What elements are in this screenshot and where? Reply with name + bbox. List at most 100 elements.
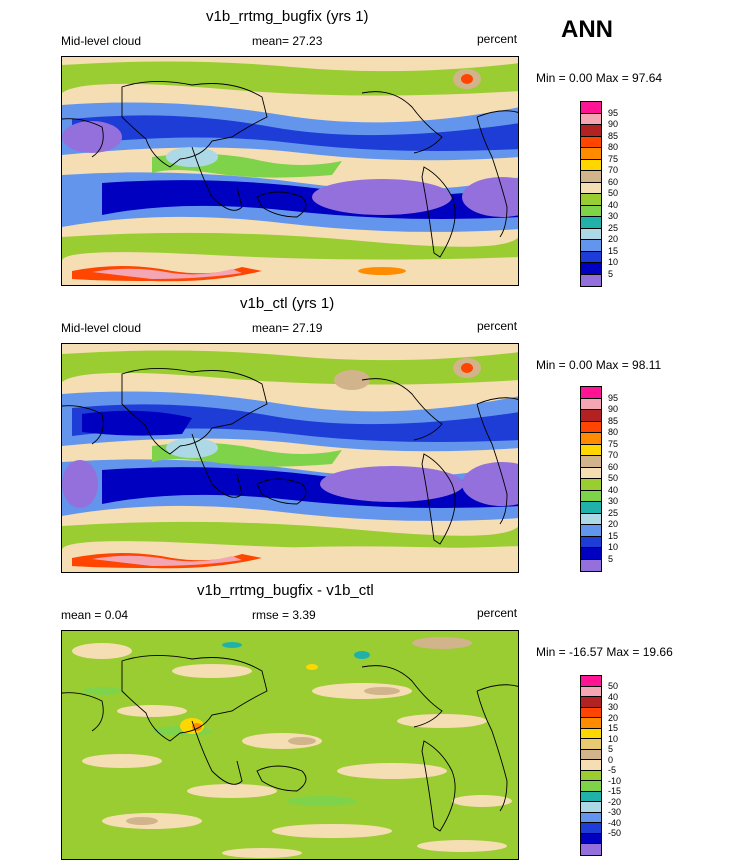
colorbar-swatch xyxy=(581,802,601,813)
colorbar-swatch xyxy=(581,760,601,771)
panel-title: v1b_ctl (yrs 1) xyxy=(240,295,335,312)
colorbar-swatch xyxy=(581,823,601,834)
variable-label: Mid-level cloud xyxy=(61,321,142,335)
panel-title: v1b_rrtmg_bugfix (yrs 1) xyxy=(206,8,369,25)
colorbar-level: -40 xyxy=(608,817,622,828)
colorbar xyxy=(580,675,602,856)
colorbar-level: -30 xyxy=(608,807,622,817)
colorbar-level: 10 xyxy=(608,542,619,552)
colorbar-swatch xyxy=(581,548,601,560)
colorbar-swatch xyxy=(581,707,601,718)
colorbar-level: 40 xyxy=(608,484,619,495)
min-max-label: Min = -16.57 Max = 19.66 xyxy=(536,645,673,659)
contour-field xyxy=(62,57,518,285)
colorbar-level: 25 xyxy=(608,222,619,233)
colorbar-level: 80 xyxy=(608,427,619,437)
colorbar-level: 5 xyxy=(608,553,614,564)
colorbar-swatch xyxy=(581,525,601,537)
colorbar-level: 30 xyxy=(608,702,619,712)
map-plot xyxy=(61,56,519,286)
colorbar-swatch xyxy=(581,398,601,410)
colorbar-level: 80 xyxy=(608,142,619,152)
colorbar-level: 0 xyxy=(608,754,614,765)
contour-field xyxy=(62,631,518,859)
colorbar-level: 75 xyxy=(608,153,619,164)
colorbar-level: 70 xyxy=(608,450,619,460)
colorbar-swatch xyxy=(581,781,601,792)
colorbar-level: 40 xyxy=(608,199,619,210)
colorbar-swatch xyxy=(581,263,601,275)
colorbar-level: 95 xyxy=(608,392,619,403)
colorbar-swatch xyxy=(581,171,601,183)
map-plot xyxy=(61,343,519,573)
colorbar-swatch xyxy=(581,410,601,422)
colorbar-level: 10 xyxy=(608,733,619,744)
colorbar xyxy=(580,101,602,287)
colorbar-level: 90 xyxy=(608,119,619,129)
contour-field xyxy=(62,344,518,572)
panel-title: v1b_rrtmg_bugfix - v1b_ctl xyxy=(197,582,374,599)
colorbar-swatch xyxy=(581,125,601,137)
colorbar-level: 10 xyxy=(608,257,619,267)
colorbar-level: 25 xyxy=(608,507,619,518)
mean-label: mean= 27.19 xyxy=(252,321,323,335)
colorbar-swatch xyxy=(581,770,601,781)
variable-label: Mid-level cloud xyxy=(61,34,142,48)
colorbar-swatch xyxy=(581,559,601,571)
colorbar-swatch xyxy=(581,251,601,263)
colorbar-swatch xyxy=(581,159,601,171)
colorbar-swatch xyxy=(581,148,601,160)
colorbar-swatch xyxy=(581,686,601,697)
colorbar-swatch xyxy=(581,136,601,148)
colorbar-swatch xyxy=(581,812,601,823)
colorbar-swatch xyxy=(581,844,601,855)
mean-label: mean= 27.23 xyxy=(252,34,323,48)
colorbar-swatch xyxy=(581,421,601,433)
colorbar-level: 20 xyxy=(608,234,619,244)
colorbar-swatch xyxy=(581,513,601,525)
colorbar-level: 70 xyxy=(608,165,619,175)
units-label: percent xyxy=(477,606,518,620)
colorbar-swatch xyxy=(581,102,601,114)
colorbar xyxy=(580,386,602,572)
colorbar-level: 15 xyxy=(608,245,619,256)
colorbar-level: 15 xyxy=(608,723,619,733)
colorbar-level: 30 xyxy=(608,211,619,221)
colorbar-swatch xyxy=(581,217,601,229)
colorbar-level: 5 xyxy=(608,744,614,754)
colorbar-swatch xyxy=(581,433,601,445)
colorbar-level: 50 xyxy=(608,188,619,198)
colorbar-swatch xyxy=(581,444,601,456)
colorbar-level: 85 xyxy=(608,130,619,141)
colorbar-level: 85 xyxy=(608,415,619,426)
colorbar-swatch xyxy=(581,456,601,468)
colorbar-swatch xyxy=(581,502,601,514)
colorbar-swatch xyxy=(581,536,601,548)
colorbar-swatch xyxy=(581,182,601,194)
colorbar-swatch xyxy=(581,479,601,491)
min-max-label: Min = 0.00 Max = 98.11 xyxy=(536,358,662,372)
colorbar-level: 90 xyxy=(608,404,619,414)
colorbar-level: 60 xyxy=(608,176,619,187)
colorbar-swatch xyxy=(581,387,601,399)
colorbar-level: 20 xyxy=(608,519,619,529)
colorbar-level: 15 xyxy=(608,530,619,541)
colorbar-swatch xyxy=(581,749,601,760)
colorbar-level: 95 xyxy=(608,107,619,118)
colorbar-level: 60 xyxy=(608,461,619,472)
colorbar-level: 50 xyxy=(608,473,619,483)
min-max-label: Min = 0.00 Max = 97.64 xyxy=(536,71,663,85)
colorbar-level: 20 xyxy=(608,712,619,723)
colorbar-swatch xyxy=(581,833,601,844)
colorbar-swatch xyxy=(581,240,601,252)
colorbar-swatch xyxy=(581,274,601,286)
mean-label: mean = 0.04 xyxy=(61,608,129,622)
colorbar-swatch xyxy=(581,228,601,240)
colorbar-level: -20 xyxy=(608,796,622,807)
colorbar-level: 30 xyxy=(608,496,619,506)
units-label: percent xyxy=(477,32,518,46)
units-label: percent xyxy=(477,319,518,333)
colorbar-swatch xyxy=(581,739,601,750)
colorbar-swatch xyxy=(581,467,601,479)
map-plot xyxy=(61,630,519,860)
